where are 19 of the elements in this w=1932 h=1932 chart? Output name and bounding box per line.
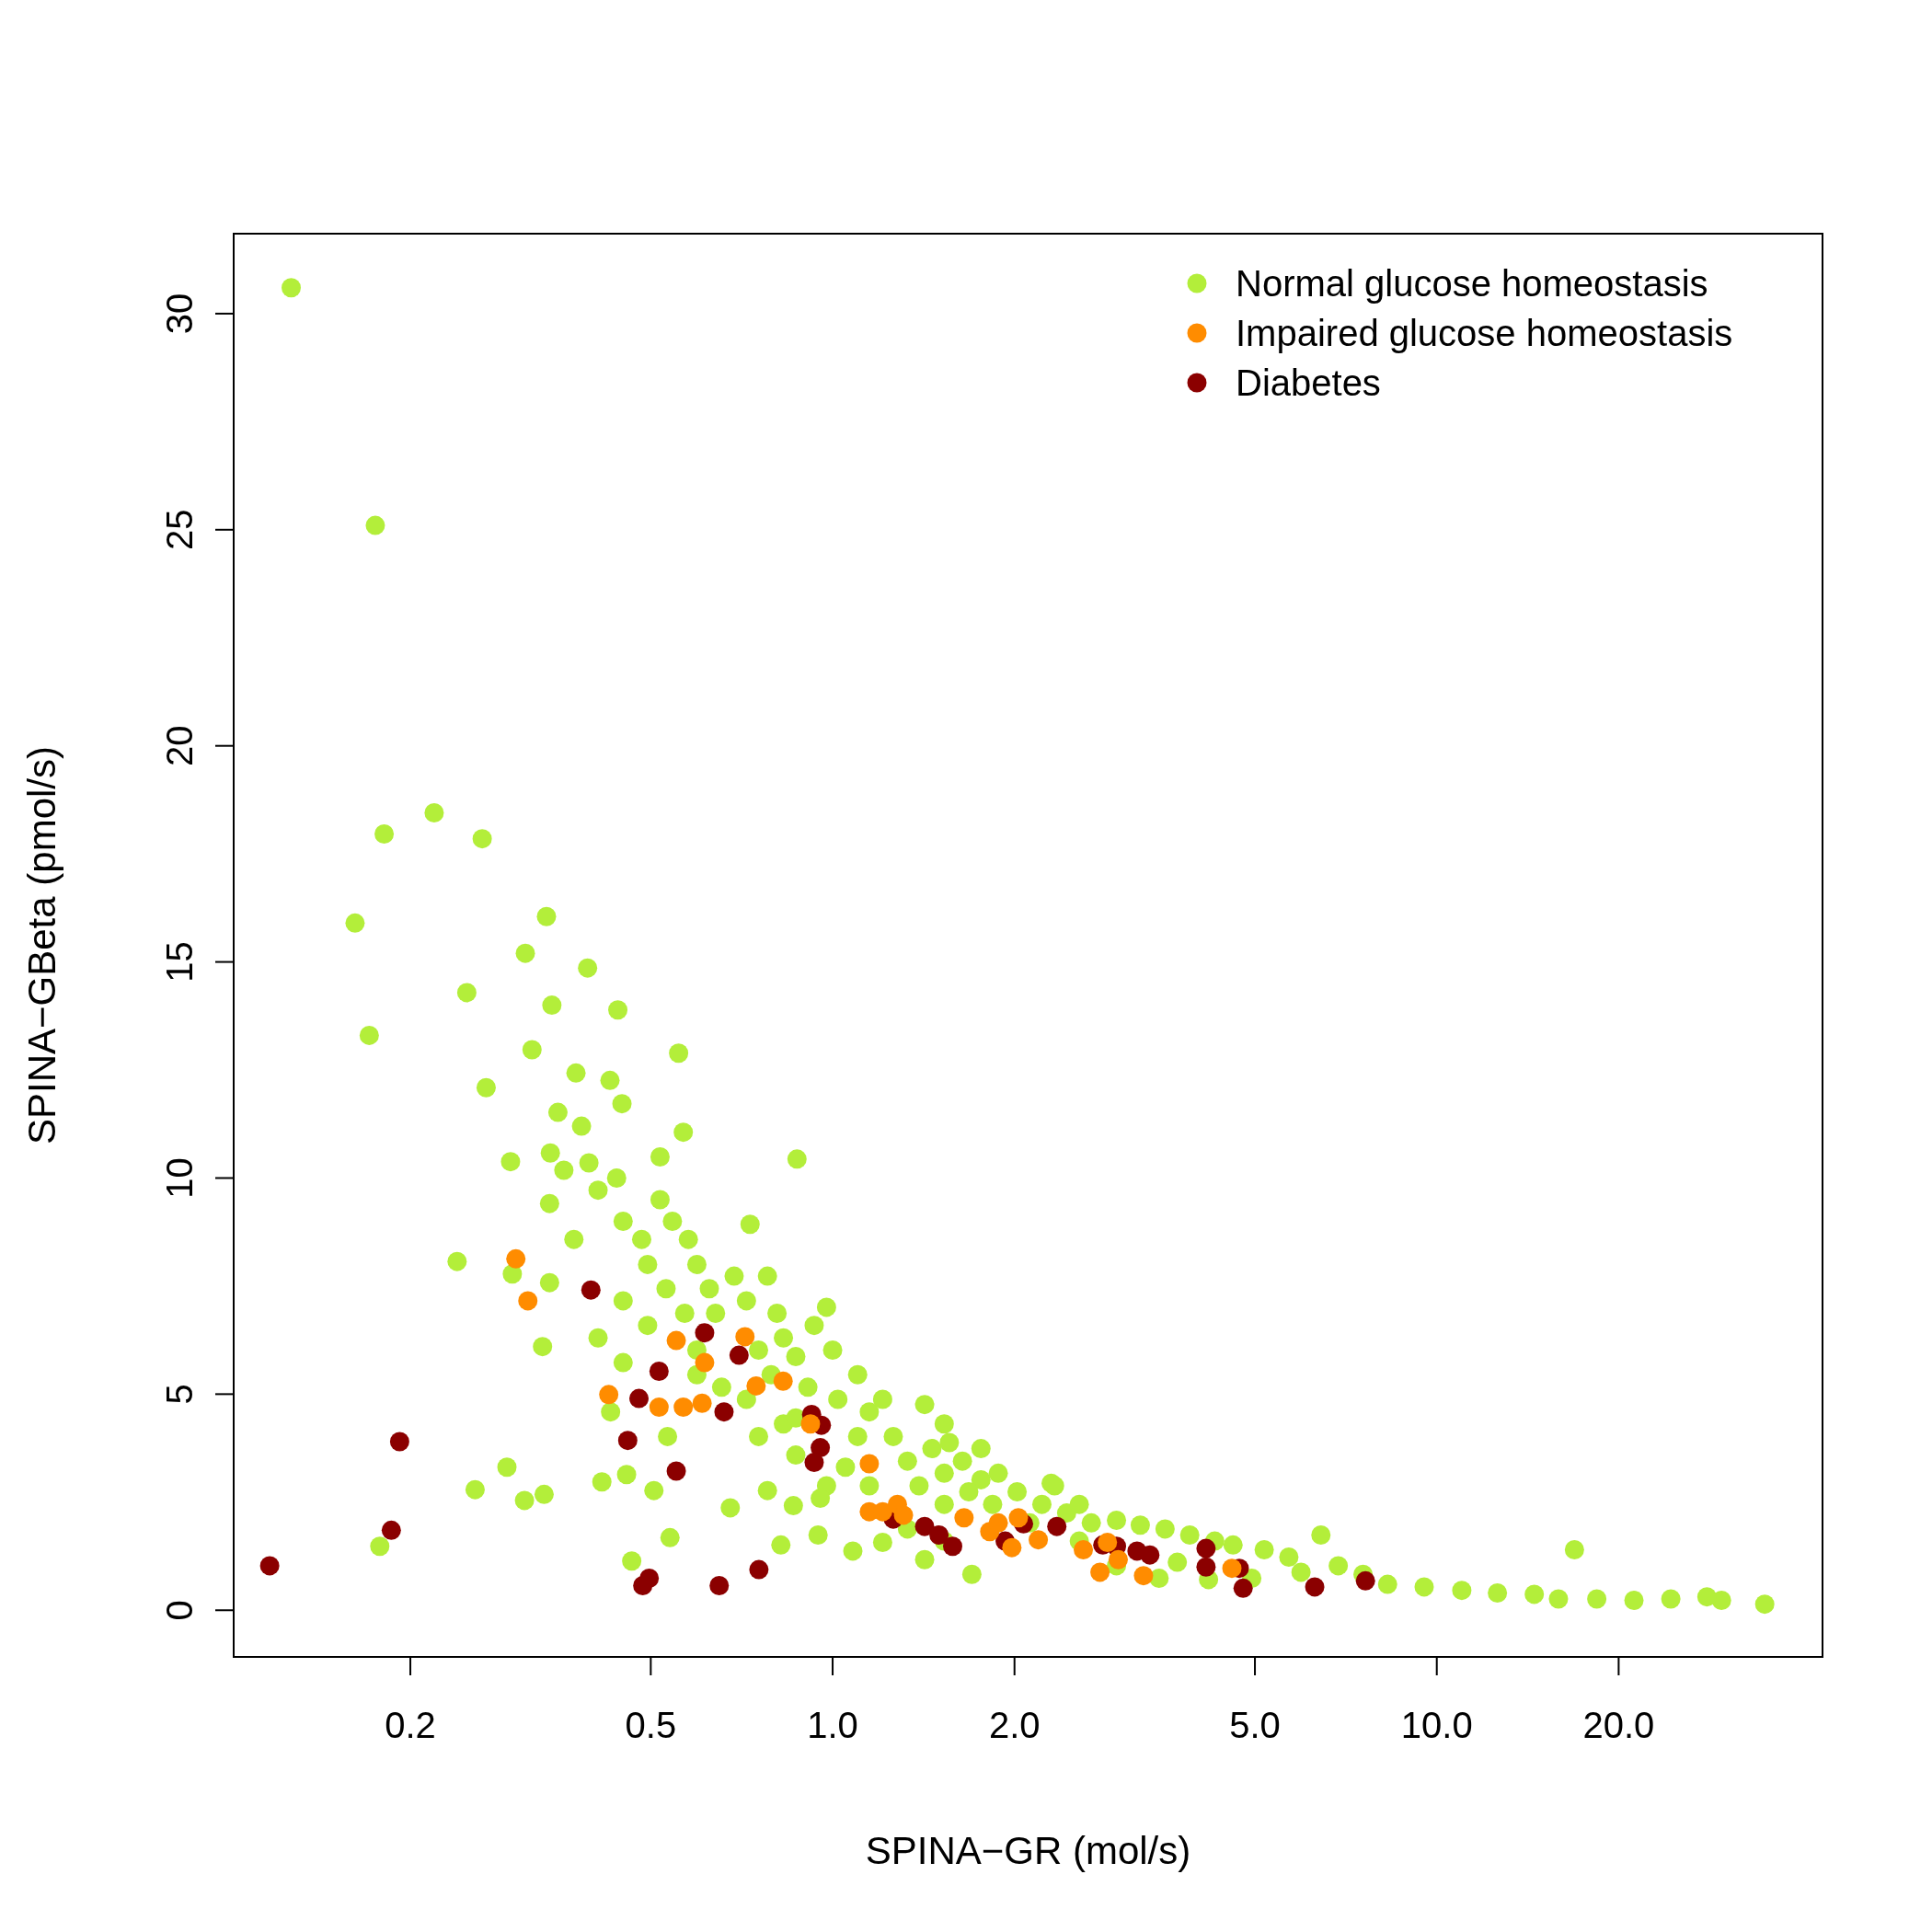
x-axis-title: SPINA−GR (mol/s) [865, 1829, 1191, 1872]
x-tick-label: 0.5 [625, 1705, 677, 1745]
y-tick-label: 15 [159, 941, 200, 983]
y-axis-title: SPINA−GBeta (pmol/s) [20, 746, 63, 1144]
x-tick-label: 5.0 [1229, 1705, 1281, 1745]
x-tick-label: 1.0 [807, 1705, 858, 1745]
y-tick-label: 10 [159, 1157, 200, 1199]
y-tick-label: 0 [159, 1600, 200, 1621]
y-tick-label: 5 [159, 1384, 200, 1405]
legend-label: Diabetes [1236, 362, 1381, 403]
x-tick-label: 0.2 [385, 1705, 436, 1745]
x-tick-label: 20.0 [1582, 1705, 1655, 1745]
legend-label: Normal glucose homeostasis [1236, 263, 1708, 304]
legend-label: Impaired glucose homeostasis [1236, 313, 1733, 353]
y-tick-label: 25 [159, 509, 200, 551]
x-tick-label: 10.0 [1400, 1705, 1473, 1745]
x-tick-label: 2.0 [988, 1705, 1041, 1745]
y-tick-label: 30 [159, 293, 200, 335]
y-tick-label: 20 [159, 725, 200, 766]
